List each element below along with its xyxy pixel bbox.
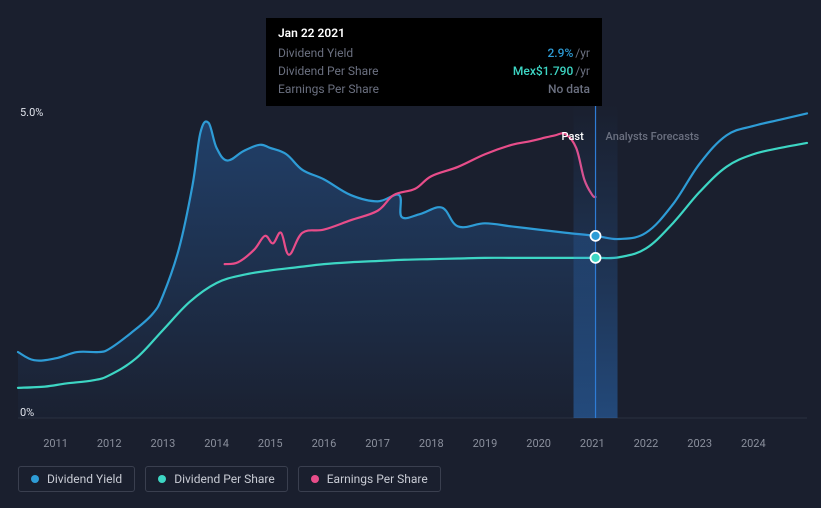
x-axis-year: 2024 [741,437,766,450]
legend-label: Dividend Per Share [174,472,275,486]
tooltip-row: Earnings Per ShareNo data [278,80,590,98]
dividend-chart: 5.0% 0% Past Analysts Forecasts 2011 2012… [0,0,821,508]
legend-item-earnings-per-share[interactable]: Earnings Per Share [298,466,441,492]
tooltip-row: Dividend Yield2.9%/yr [278,44,590,62]
forecast-region-label: Analysts Forecasts [606,130,700,143]
y-axis-label: 5.0% [20,106,43,119]
chart-legend: Dividend Yield Dividend Per Share Earnings… [18,466,441,492]
past-region-label: Past [562,130,584,143]
chart-tooltip: Jan 22 2021 Dividend Yield2.9%/yrDividen… [266,18,602,106]
x-axis-year: 2014 [204,437,229,450]
x-axis-year: 2019 [473,437,498,450]
tooltip-date: Jan 22 2021 [278,26,590,40]
y-axis-label: 0% [20,406,34,419]
x-axis-year: 2023 [687,437,712,450]
legend-label: Dividend Yield [47,472,122,486]
legend-item-dividend-yield[interactable]: Dividend Yield [18,466,135,492]
legend-dot-icon [311,475,319,483]
x-axis-year: 2018 [419,437,444,450]
tooltip-row: Dividend Per ShareMex$1.790/yr [278,62,590,80]
x-axis-year: 2013 [151,437,176,450]
x-axis-year: 2012 [97,437,122,450]
x-axis-year: 2017 [365,437,390,450]
x-axis-year: 2020 [526,437,551,450]
x-axis-year: 2016 [312,437,337,450]
legend-dot-icon [158,475,166,483]
x-axis-year: 2015 [258,437,283,450]
legend-dot-icon [31,475,39,483]
legend-item-dividend-per-share[interactable]: Dividend Per Share [145,466,288,492]
x-axis-year: 2021 [580,437,605,450]
legend-label: Earnings Per Share [327,472,428,486]
x-axis-year: 2011 [43,437,68,450]
x-axis-year: 2022 [634,437,659,450]
